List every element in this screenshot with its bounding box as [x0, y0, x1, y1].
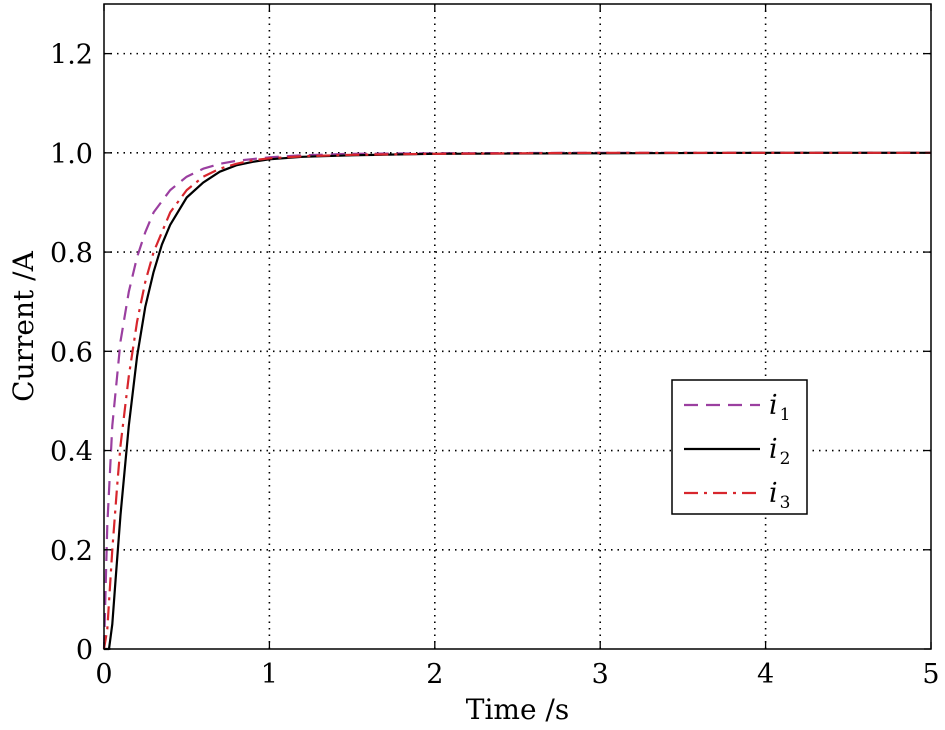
axis-ticks: [103, 4, 932, 650]
x-tick-label-2: 2: [426, 659, 443, 690]
x-tick-label-3: 3: [592, 659, 609, 690]
y-tick-label-0: 0: [76, 635, 93, 666]
y-tick-label-4: 0.8: [50, 238, 93, 269]
series-layer: [102, 151, 931, 651]
x-tick-label-0: 0: [95, 659, 112, 690]
y-tick-label-6: 1.2: [50, 40, 93, 71]
y-tick-label-3: 0.6: [50, 337, 93, 368]
legend-label-subscript: 1: [780, 405, 791, 425]
series-line-i3: [102, 151, 931, 650]
y-axis-title: Current /A: [7, 250, 40, 401]
legend-label-main: i: [769, 434, 778, 465]
legend: i 1i 2i 3: [671, 379, 808, 515]
legend-label-subscript: 2: [780, 449, 791, 469]
legend-label-main: i: [769, 390, 778, 421]
x-tick-label-5: 5: [922, 659, 939, 690]
legend-label-subscript: 3: [780, 493, 791, 513]
x-tick-label-1: 1: [261, 659, 278, 690]
legend-box: [671, 379, 808, 515]
x-axis-title: Time /s: [466, 693, 569, 726]
x-tick-label-4: 4: [757, 659, 774, 690]
y-tick-label-2: 0.4: [50, 437, 93, 468]
plot-frame: [103, 3, 932, 650]
y-tick-label-5: 1.0: [50, 139, 93, 170]
tick-labels: 0 1 2 3 4 5 0 0.2 0.4 0.6 0.8 1.0 1.2: [50, 40, 940, 690]
legend-label-main: i: [769, 478, 778, 509]
grid-lines: [104, 4, 931, 649]
y-tick-label-1: 0.2: [50, 536, 93, 567]
